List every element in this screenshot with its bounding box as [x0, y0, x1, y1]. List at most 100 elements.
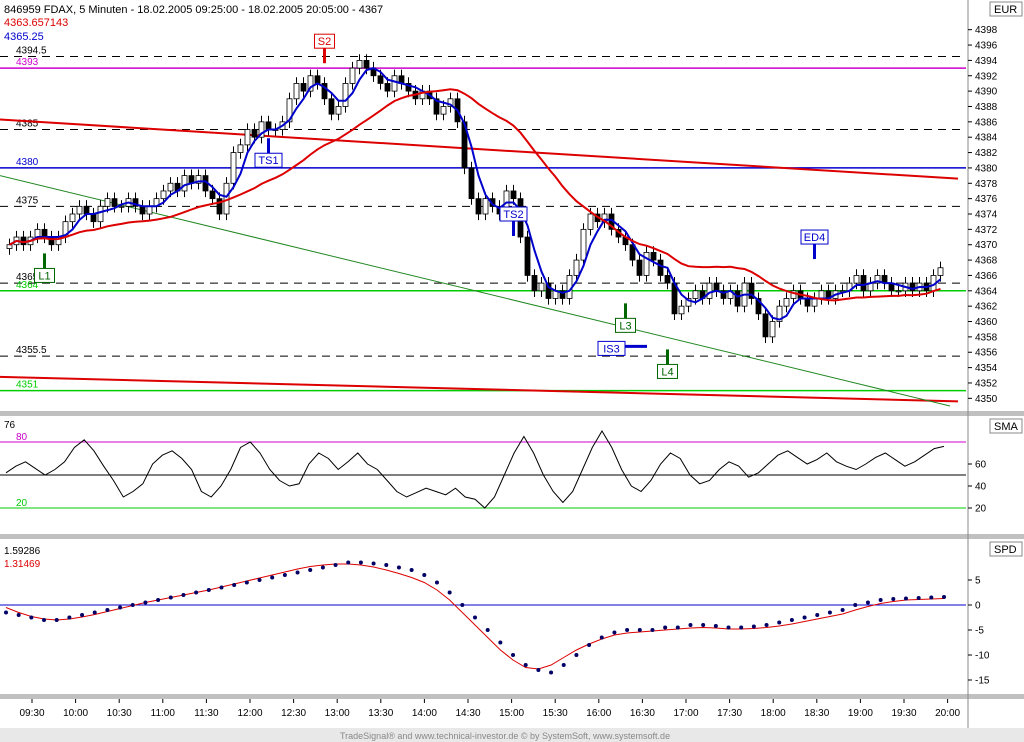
eur-label: EUR [994, 4, 1017, 16]
spd-dot [54, 618, 59, 622]
candle-body [720, 290, 727, 299]
candle-body [209, 190, 216, 200]
spd-dot [295, 570, 300, 575]
spd-dot [434, 580, 439, 585]
level-label: 4393 [16, 57, 39, 68]
spd-dot [29, 615, 34, 620]
candle-body [132, 198, 139, 207]
candle-body [706, 282, 713, 299]
trend-line-green [0, 175, 951, 407]
spd-dot [650, 628, 655, 632]
candle-body [559, 290, 566, 299]
spd-dot [903, 596, 908, 601]
spd-dot [16, 613, 21, 617]
level-label: 4394.5 [16, 46, 47, 57]
candle-body [216, 198, 223, 215]
candle-body [405, 83, 412, 92]
candle-body [657, 259, 664, 276]
trend-line-upper-red [0, 118, 959, 180]
sma-y-tick-label: 40 [975, 482, 987, 493]
candle-body [762, 313, 769, 338]
sma-level-80-label: 80 [16, 432, 28, 443]
spd-dot [612, 630, 617, 635]
candle-body [286, 98, 293, 123]
y-tick-label: 4396 [975, 41, 998, 52]
spd-dot [929, 595, 934, 600]
header-value-red: 4363.657143 [4, 17, 68, 29]
candle-body [440, 106, 447, 115]
spd-y-tick-label: 5 [975, 576, 981, 587]
candle-body [692, 290, 699, 299]
candle-body [342, 83, 349, 107]
spd-dot [118, 605, 123, 610]
candle-body [244, 129, 251, 146]
candle-body [874, 275, 881, 284]
candle-body [356, 60, 363, 69]
spd-dot [599, 635, 604, 640]
candle-body [580, 228, 587, 261]
x-tick-label: 19:30 [891, 708, 916, 719]
candle-body [363, 60, 370, 69]
spd-dot [802, 615, 807, 620]
spd-dot [333, 563, 338, 567]
y-tick-label: 4352 [975, 378, 998, 389]
candle-body [251, 129, 258, 138]
spd-value-black: 1.59286 [4, 546, 41, 557]
sma-level-20-label: 20 [16, 498, 28, 509]
spd-panel: -15 -10 -5 0 5 [0, 560, 990, 687]
candle-body [573, 259, 580, 276]
candle-body [587, 213, 594, 230]
spd-y-tick-label: -15 [975, 676, 990, 687]
y-tick-label: 4366 [975, 271, 998, 282]
spd-dot [219, 585, 224, 590]
candle-body [160, 190, 167, 200]
y-tick-label: 4356 [975, 348, 998, 359]
spd-dot [789, 618, 794, 622]
spd-dot [815, 613, 820, 617]
signal-label: S2 [318, 36, 331, 48]
candle-body [181, 175, 188, 192]
x-tick-label: 14:30 [455, 708, 480, 719]
x-tick-label: 15:00 [499, 708, 524, 719]
spd-dot [574, 653, 579, 657]
candle-body [860, 275, 867, 292]
spd-dot [827, 610, 832, 615]
spd-y-tick-label: -10 [975, 651, 990, 662]
spd-dot [143, 600, 148, 605]
spd-dot [726, 625, 731, 630]
candle-body [776, 305, 783, 322]
y-tick-label: 4382 [975, 148, 998, 159]
candle-body [6, 244, 13, 249]
candle-body [307, 75, 314, 92]
sma-panel: 20 40 60 80 20 [0, 430, 987, 515]
x-tick-label: 19:00 [848, 708, 873, 719]
panel-separator-1 [0, 411, 1024, 416]
spd-dot [194, 590, 199, 595]
panel-separator-2 [0, 534, 1024, 539]
spd-dot [688, 623, 693, 627]
x-tick-label: 16:30 [630, 708, 655, 719]
candle-body [734, 290, 741, 307]
spd-dot [536, 668, 541, 672]
spd-value-red: 1.31469 [4, 559, 41, 570]
candle-body [678, 305, 685, 315]
candle-body [636, 259, 643, 276]
moving-average-slow [9, 88, 941, 302]
spd-dot [549, 670, 554, 675]
candle-body [391, 75, 398, 92]
spd-dot [942, 595, 946, 599]
y-tick-label: 4378 [975, 179, 998, 190]
spd-dot [4, 610, 8, 615]
spd-dot [371, 561, 376, 566]
spd-dot [244, 580, 249, 585]
candle-body [804, 298, 811, 307]
signal-label: TS1 [258, 155, 278, 167]
spd-dot [840, 608, 845, 612]
candle-body [349, 67, 356, 84]
spd-dot [498, 640, 503, 645]
candle-body [258, 121, 265, 138]
spd-dot [447, 590, 452, 595]
spd-dot [168, 595, 173, 600]
spd-line-red [5, 563, 945, 670]
candle-body [447, 98, 454, 107]
